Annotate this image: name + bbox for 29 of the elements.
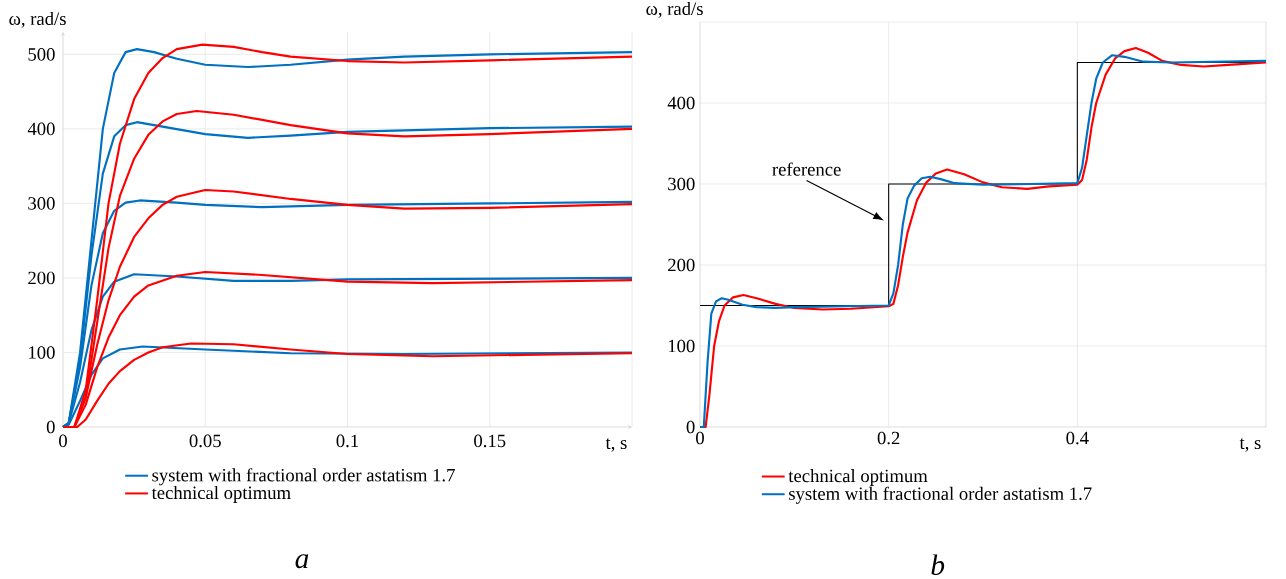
x-tick-label: 0 [696,431,704,445]
y-tick-label: 200 [668,258,695,272]
x-tick-label: 0.05 [189,434,221,448]
y-tick-label: 500 [28,47,55,61]
legend-label: technical optimum [151,485,291,503]
x-tick-label: 0.2 [877,431,900,445]
annotation: reference [772,162,841,176]
legend-label: technical optimum [788,468,928,486]
x-tick-label: 0 [59,434,67,447]
y-tick-label: 0 [46,420,55,434]
x-tick-label: 0.1 [336,434,359,448]
y-tick-label: 100 [29,345,55,359]
text: a [295,554,309,569]
x-axis-title: t, s [605,438,627,452]
y-tick-label: 200 [28,271,55,285]
y-tick-label: 400 [667,96,695,110]
y-tick-label: 300 [28,196,55,210]
y-tick-label: 100 [668,339,695,353]
y-tick-label: 300 [668,177,695,191]
y-axis-title: ω, rad/s [9,11,66,28]
x-axis-title: t, s [1239,438,1261,452]
text: b [931,554,945,575]
legend-label: system with fractional order astatism 1.7 [152,467,455,486]
x-tick-label: 0.4 [1066,431,1089,445]
y-tick-label: 0 [686,420,695,434]
y-axis-title: ω, rad/s [646,1,703,18]
y-tick-label: 400 [27,122,55,135]
x-tick-label: 0.15 [474,434,506,448]
legend-label: system with fractional order astatism 1.7 [789,486,1092,504]
